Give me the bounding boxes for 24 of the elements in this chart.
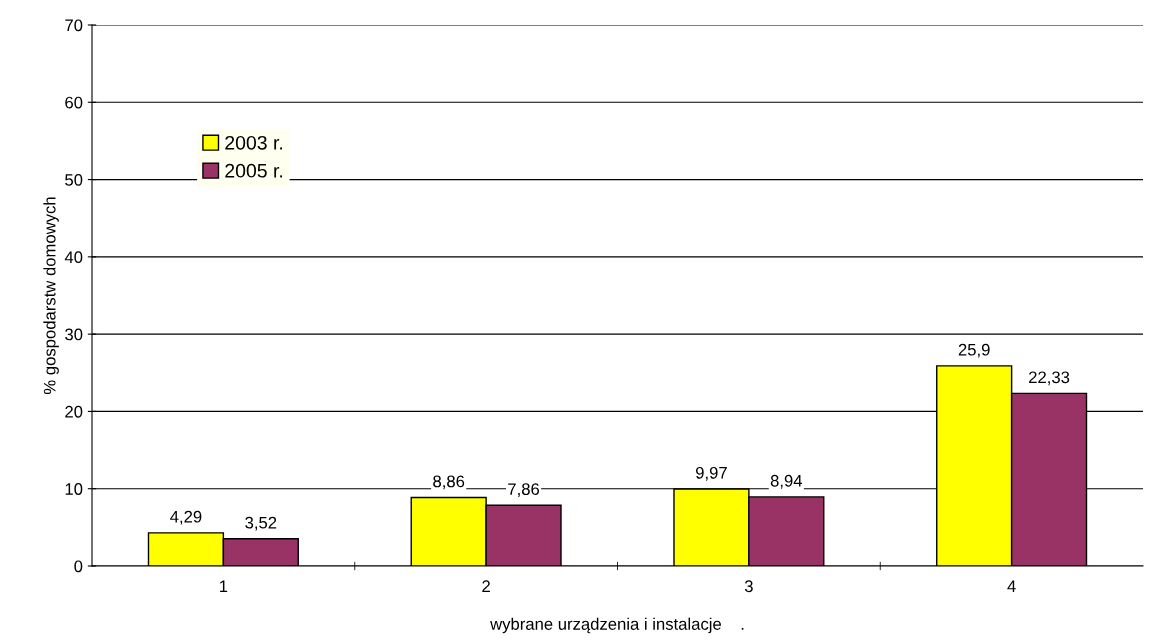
data-label: 3,52 (245, 516, 277, 531)
y-tick-label: 60 (65, 96, 83, 109)
data-label: 25,9 (958, 343, 990, 358)
x-tick-label: 2 (482, 580, 490, 592)
data-label: 7,86 (508, 483, 540, 497)
y-tick-label: 30 (65, 328, 83, 341)
y-tick-label: 40 (64, 251, 83, 264)
y-tick-label: 50 (65, 173, 83, 186)
legend-label: 2003 r. (225, 135, 283, 150)
x-axis-title: wybrane urządzenia i instalacje . (490, 617, 744, 634)
data-label: 8,94 (770, 474, 803, 489)
data-label: 8,86 (433, 475, 465, 490)
data-label: 9,97 (696, 466, 727, 481)
data-label: 4,29 (170, 510, 202, 525)
x-tick-label: 1 (220, 580, 228, 592)
y-tick-label: 10 (65, 483, 83, 495)
x-tick-label: 4 (1007, 580, 1016, 592)
y-tick-label: 0 (74, 560, 83, 573)
y-axis-title: % gospodarstw domowych (43, 197, 59, 395)
legend-label: 2005 r. (225, 163, 283, 178)
y-tick-label: 20 (65, 405, 83, 418)
data-label: 22,33 (1029, 371, 1070, 386)
x-tick-label: 3 (744, 580, 753, 593)
y-tick-label: 70 (65, 19, 83, 32)
